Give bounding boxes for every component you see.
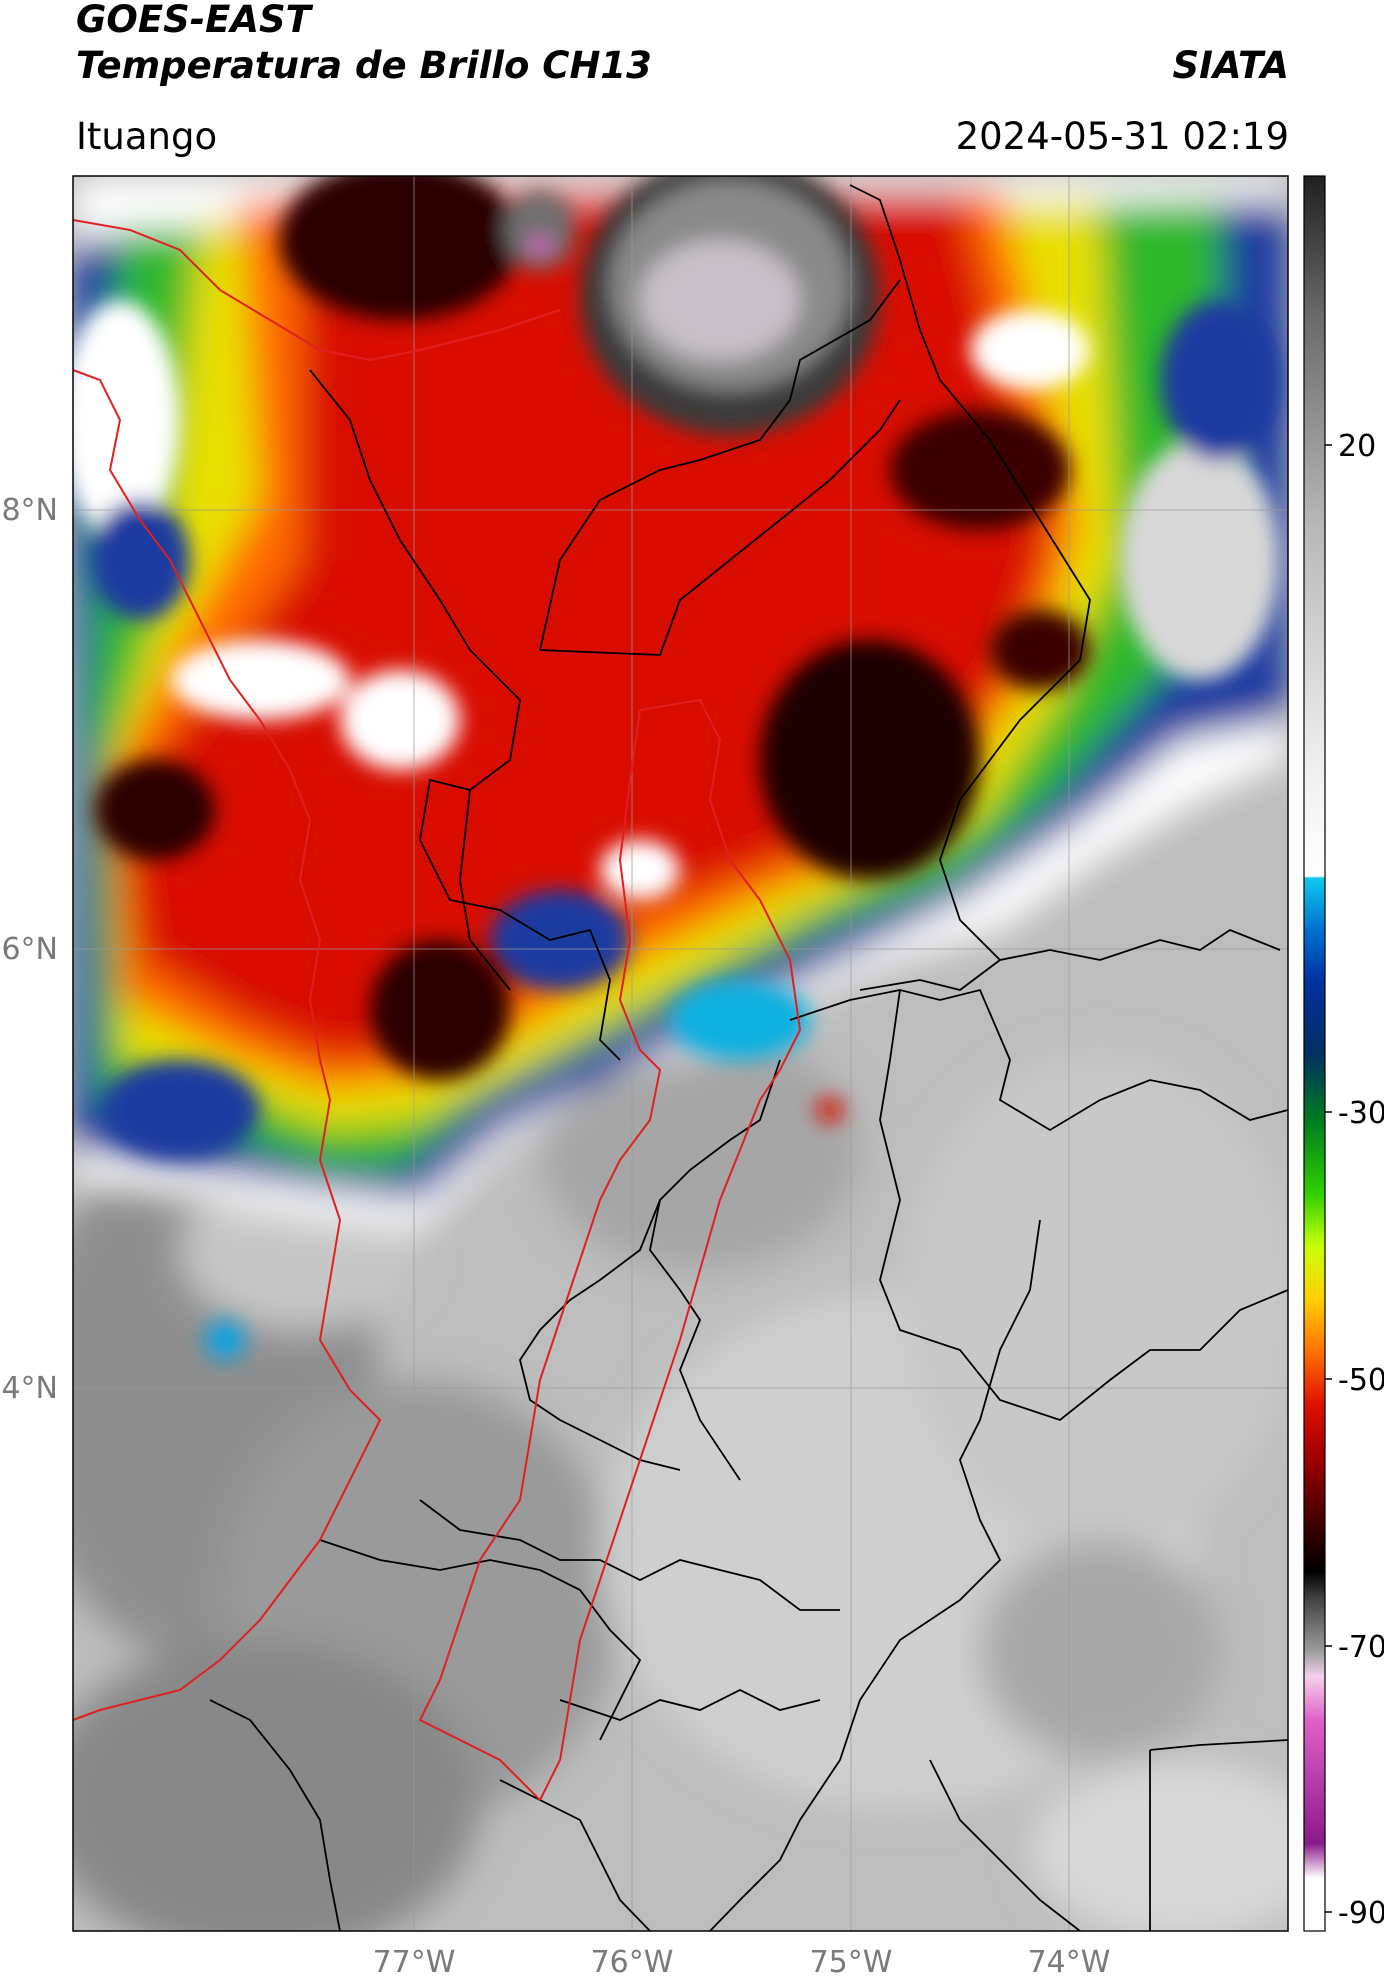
region-label: Ituango	[76, 115, 218, 158]
admin-borders	[209, 184, 1288, 1931]
lat-tick-4n: 4°N	[1, 1371, 58, 1406]
country-borders	[73, 219, 802, 1801]
colorbar: 20 -30 -50 -70 -90	[1303, 175, 1384, 1932]
colorbar-tick-minus30: -30	[1338, 1096, 1384, 1131]
lat-tick-8n: 8°N	[1, 493, 58, 528]
lon-tick-77w: 77°W	[373, 1945, 456, 1980]
title-satellite: GOES-EAST	[76, 0, 311, 41]
clear-sky-texture	[73, 1030, 1288, 1931]
colorbar-tick-minus90: -90	[1338, 1896, 1384, 1931]
title-product: Temperatura de Brillo CH13	[76, 44, 652, 87]
lon-tick-75w: 75°W	[810, 1945, 893, 1980]
convective-cores	[95, 176, 1090, 1122]
plot-frame	[72, 175, 1289, 1932]
source-label: SIATA	[1172, 44, 1289, 87]
colorbar-tick-20: 20	[1338, 429, 1376, 464]
colorbar-tick-minus70: -70	[1338, 1630, 1384, 1665]
lon-tick-labels: 77°W 76°W 75°W 74°W	[373, 1945, 1111, 1980]
lon-tick-74w: 74°W	[1028, 1945, 1111, 1980]
lat-tick-labels: 8°N 6°N 4°N	[1, 493, 58, 1406]
imagery-layer	[73, 176, 1288, 1931]
colorbar-tick-minus50: -50	[1338, 1363, 1384, 1398]
cloud-gaps	[73, 300, 1280, 1360]
colorbar-bar	[1303, 175, 1326, 1932]
lat-tick-6n: 6°N	[1, 932, 58, 967]
timestamp-label: 2024-05-31 02:19	[955, 115, 1289, 158]
gridlines	[73, 176, 1288, 1931]
lon-tick-76w: 76°W	[591, 1945, 674, 1980]
